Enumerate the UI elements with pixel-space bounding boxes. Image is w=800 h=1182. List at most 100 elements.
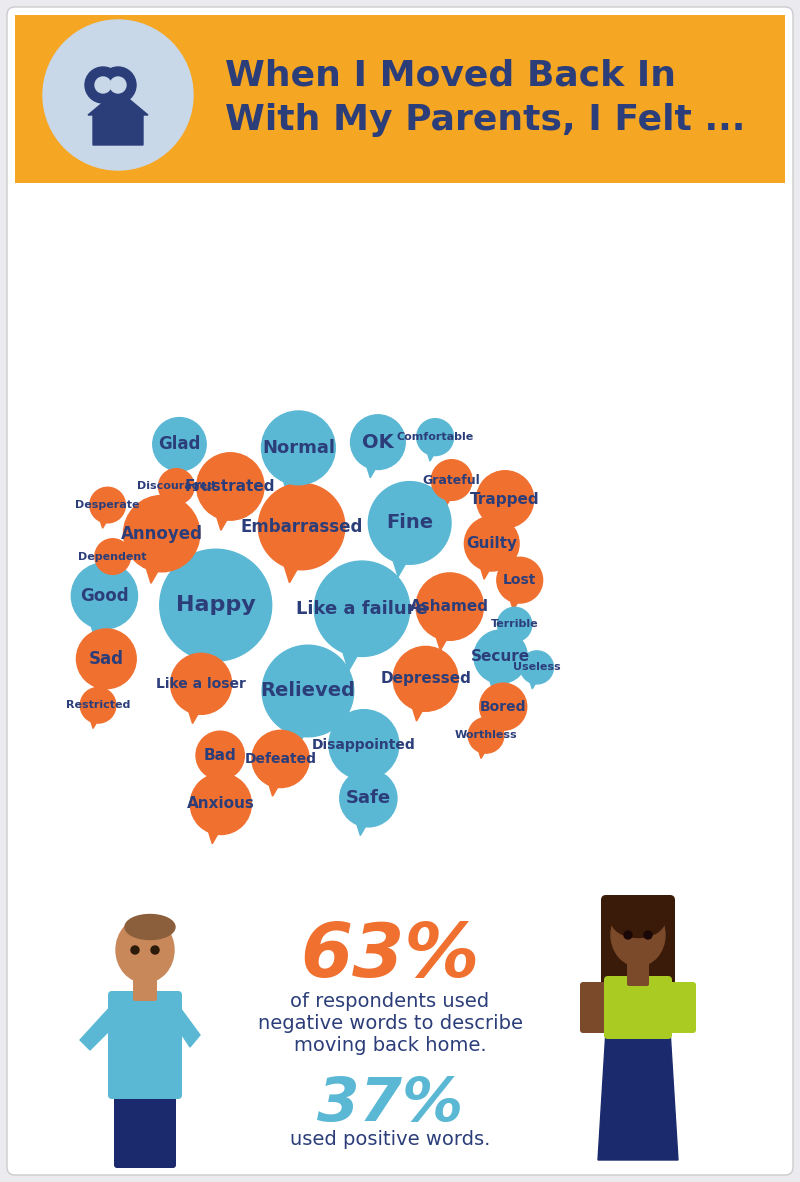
Polygon shape [208,830,220,844]
Text: Relieved: Relieved [261,682,355,701]
Polygon shape [216,515,230,531]
Text: Safe: Safe [346,790,391,807]
Circle shape [196,732,244,779]
Text: Happy: Happy [176,596,255,615]
Polygon shape [412,707,425,721]
Circle shape [520,651,554,684]
Text: Frustrated: Frustrated [185,479,275,494]
Circle shape [43,20,193,170]
Circle shape [468,717,504,753]
Polygon shape [169,501,176,509]
Circle shape [131,946,139,954]
Circle shape [90,487,126,522]
Circle shape [350,415,406,469]
Circle shape [393,647,458,712]
Polygon shape [100,520,107,528]
Ellipse shape [125,915,175,940]
Text: Restricted: Restricted [66,700,130,710]
Circle shape [417,418,454,455]
Text: With My Parents, I Felt ...: With My Parents, I Felt ... [225,103,746,137]
Circle shape [110,77,126,93]
Text: Comfortable: Comfortable [397,433,474,442]
Circle shape [431,460,472,500]
Circle shape [497,557,542,603]
Text: 63%: 63% [300,920,480,993]
Text: Fine: Fine [386,513,434,532]
Text: Worthless: Worthless [454,730,518,740]
Polygon shape [168,467,179,479]
Circle shape [262,411,335,485]
Text: When I Moved Back In: When I Moved Back In [225,58,676,92]
Polygon shape [94,684,106,697]
Ellipse shape [116,917,174,982]
Text: Glad: Glad [158,435,201,453]
Circle shape [624,931,632,939]
Circle shape [100,67,136,103]
Text: Useless: Useless [513,662,561,673]
Polygon shape [269,784,280,797]
Polygon shape [342,649,361,670]
Polygon shape [493,524,505,537]
Polygon shape [283,479,298,495]
Text: Sad: Sad [89,650,124,668]
Circle shape [190,773,251,834]
Polygon shape [598,1030,678,1160]
Text: Trapped: Trapped [470,492,540,507]
Circle shape [498,608,532,642]
Circle shape [80,688,116,723]
Text: Anxious: Anxious [187,797,254,812]
Circle shape [474,630,527,683]
Polygon shape [350,774,363,790]
Text: Disappointed: Disappointed [312,738,416,752]
Text: Defeated: Defeated [245,752,317,766]
FancyBboxPatch shape [108,991,182,1099]
FancyBboxPatch shape [133,975,157,1001]
Polygon shape [490,680,500,691]
Text: Grateful: Grateful [423,474,481,487]
Circle shape [262,645,354,736]
Circle shape [197,453,264,520]
Circle shape [71,563,138,629]
FancyBboxPatch shape [15,15,785,183]
Circle shape [153,417,206,470]
Text: Terrible: Terrible [491,619,538,630]
Circle shape [480,683,526,730]
Text: Dependent: Dependent [78,552,147,561]
Polygon shape [88,90,148,145]
Polygon shape [427,453,434,461]
Polygon shape [436,635,449,650]
Polygon shape [443,498,451,507]
Polygon shape [478,751,486,759]
Polygon shape [210,775,220,787]
FancyBboxPatch shape [665,982,696,1033]
Text: Secure: Secure [471,649,530,664]
Text: Bad: Bad [204,748,237,762]
Polygon shape [90,721,98,728]
Polygon shape [90,624,104,639]
FancyBboxPatch shape [601,895,675,1005]
FancyBboxPatch shape [627,960,649,986]
Polygon shape [494,727,502,738]
Polygon shape [480,567,491,579]
Polygon shape [510,599,519,610]
Circle shape [416,573,483,641]
Polygon shape [366,466,378,478]
FancyBboxPatch shape [580,982,611,1033]
Text: Good: Good [80,587,129,605]
Circle shape [85,67,121,103]
Text: Discouraged: Discouraged [138,481,215,492]
FancyBboxPatch shape [604,976,672,1039]
Circle shape [329,709,399,780]
Text: 37%: 37% [317,1074,463,1134]
Circle shape [77,629,136,689]
Circle shape [170,654,232,714]
Ellipse shape [611,904,665,966]
Polygon shape [146,566,161,583]
Polygon shape [80,1005,120,1050]
Text: Ashamed: Ashamed [410,599,490,615]
Text: Lost: Lost [503,573,537,587]
Text: of respondents used
negative words to describe
moving back home.: of respondents used negative words to de… [258,992,522,1056]
Circle shape [158,469,194,505]
FancyBboxPatch shape [114,1032,176,1168]
Polygon shape [170,1005,200,1047]
